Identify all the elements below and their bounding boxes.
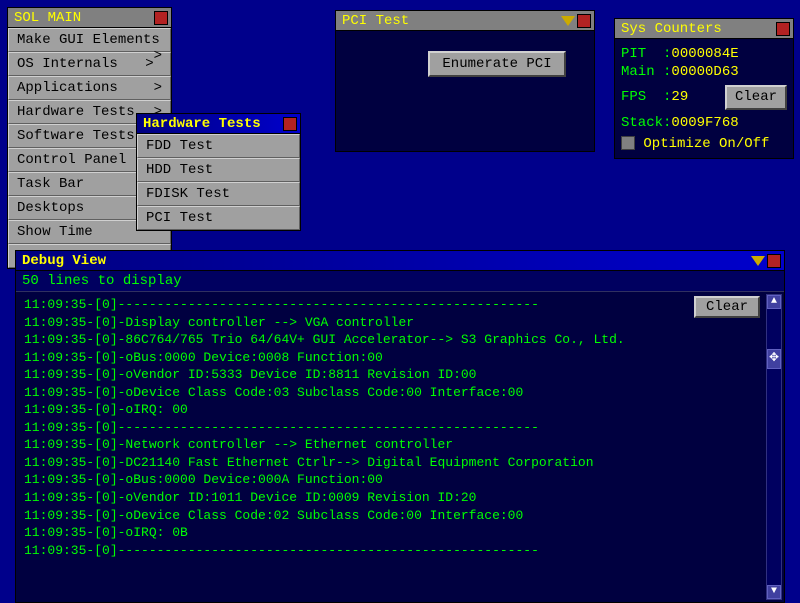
- close-icon[interactable]: [577, 14, 591, 28]
- log-line: 11:09:35-[0]----------------------------…: [24, 419, 780, 437]
- menu-item[interactable]: PCI Test: [137, 206, 300, 230]
- sys-counters-body: PIT :0000084E Main :00000D63 FPS :29 Cle…: [615, 39, 793, 158]
- menu-item[interactable]: OS Internals>: [8, 52, 171, 76]
- log-line: 11:09:35-[0]-oBus:0000 Device:0008 Funct…: [24, 349, 780, 367]
- close-icon[interactable]: [767, 254, 781, 268]
- sol-main-titlebar[interactable]: SOL MAIN: [8, 8, 171, 28]
- log-line: 11:09:35-[0]-oBus:0000 Device:000A Funct…: [24, 471, 780, 489]
- pci-test-window: PCI Test Enumerate PCI: [335, 10, 595, 152]
- optimize-label: Optimize On/Off: [643, 136, 769, 152]
- log-line: 11:09:35-[0]-oIRQ: 0B: [24, 524, 780, 542]
- log-line: 11:09:35-[0]-oIRQ: 00: [24, 401, 780, 419]
- log-line: 11:09:35-[0]----------------------------…: [24, 296, 780, 314]
- log-line: 11:09:35-[0]-86C764/765 Trio 64/64V+ GUI…: [24, 331, 780, 349]
- debug-title: Debug View: [16, 253, 751, 269]
- pci-test-body: Enumerate PCI: [336, 31, 594, 151]
- debug-titlebar[interactable]: Debug View: [16, 251, 784, 271]
- sys-counters-title: Sys Counters: [615, 21, 776, 37]
- stack-value: 0009F768: [671, 115, 738, 131]
- clear-button[interactable]: Clear: [694, 296, 760, 318]
- menu-item[interactable]: Make GUI Elements>: [8, 28, 171, 52]
- debug-status: 50 lines to display: [16, 271, 784, 292]
- minimize-icon[interactable]: [561, 16, 575, 26]
- log-line: 11:09:35-[0]-oDevice Class Code:03 Subcl…: [24, 384, 780, 402]
- scrollbar[interactable]: ▲ ✥ ▼: [766, 294, 782, 600]
- close-icon[interactable]: [776, 22, 790, 36]
- menu-item[interactable]: Applications>: [8, 76, 171, 100]
- submenu-arrow-icon: >: [145, 56, 153, 72]
- close-icon[interactable]: [154, 11, 168, 25]
- enumerate-pci-button[interactable]: Enumerate PCI: [428, 51, 565, 77]
- minimize-icon[interactable]: [751, 256, 765, 266]
- sys-counters-window: Sys Counters PIT :0000084E Main :00000D6…: [614, 18, 794, 159]
- fps-label: FPS :: [621, 89, 671, 105]
- sol-main-title: SOL MAIN: [8, 10, 154, 26]
- log-line: 11:09:35-[0]----------------------------…: [24, 542, 780, 560]
- log-line: 11:09:35-[0]-Network controller --> Ethe…: [24, 436, 780, 454]
- debug-view-window: Debug View 50 lines to display Clear 11:…: [15, 250, 785, 603]
- submenu-arrow-icon: >: [154, 80, 162, 96]
- log-line: 11:09:35-[0]-oVendor ID:5333 Device ID:8…: [24, 366, 780, 384]
- scroll-down-icon[interactable]: ▼: [767, 585, 781, 599]
- submenu-arrow-icon: >: [154, 48, 162, 64]
- close-icon[interactable]: [283, 117, 297, 131]
- pit-label: PIT :: [621, 46, 671, 62]
- log-line: 11:09:35-[0]-oVendor ID:1011 Device ID:0…: [24, 489, 780, 507]
- fps-value: 29: [671, 89, 688, 105]
- hw-tests-title: Hardware Tests: [137, 116, 283, 132]
- pit-value: 0000084E: [671, 46, 738, 62]
- log-line: 11:09:35-[0]-DC21140 Fast Ethernet Ctrlr…: [24, 454, 780, 472]
- main-value: 00000D63: [671, 64, 738, 80]
- menu-item[interactable]: FDD Test: [137, 134, 300, 158]
- scroll-thumb[interactable]: ✥: [767, 349, 781, 369]
- hardware-tests-window: Hardware Tests FDD TestHDD TestFDISK Tes…: [136, 113, 301, 231]
- clear-button[interactable]: Clear: [725, 85, 787, 109]
- hw-tests-menu: FDD TestHDD TestFDISK TestPCI Test: [137, 134, 300, 230]
- pci-test-title: PCI Test: [336, 13, 561, 29]
- menu-item[interactable]: HDD Test: [137, 158, 300, 182]
- optimize-checkbox[interactable]: [621, 136, 635, 150]
- sys-counters-titlebar[interactable]: Sys Counters: [615, 19, 793, 39]
- hw-tests-titlebar[interactable]: Hardware Tests: [137, 114, 300, 134]
- debug-log-body: Clear 11:09:35-[0]----------------------…: [16, 292, 784, 602]
- pci-test-titlebar[interactable]: PCI Test: [336, 11, 594, 31]
- scroll-up-icon[interactable]: ▲: [767, 295, 781, 309]
- menu-item[interactable]: FDISK Test: [137, 182, 300, 206]
- main-label: Main :: [621, 64, 671, 80]
- log-line: 11:09:35-[0]-Display controller --> VGA …: [24, 314, 780, 332]
- log-line: 11:09:35-[0]-oDevice Class Code:02 Subcl…: [24, 507, 780, 525]
- stack-label: Stack:: [621, 115, 671, 131]
